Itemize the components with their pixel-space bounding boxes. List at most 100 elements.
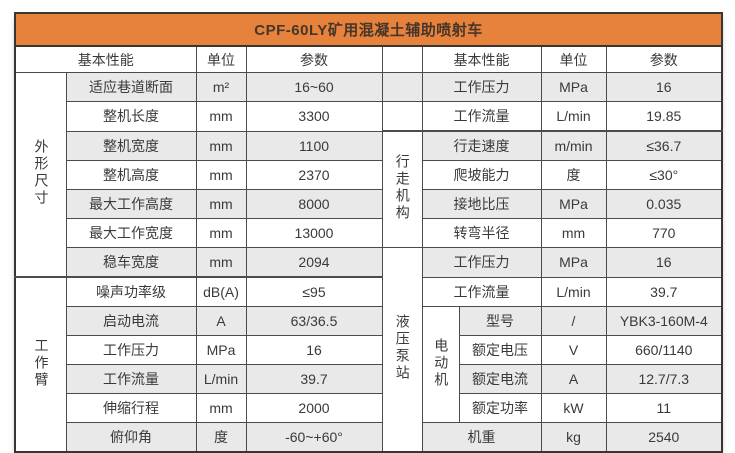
spec-name-cell: 工作流量 bbox=[65, 364, 197, 394]
spec-name-cell: 最大工作高度 bbox=[65, 189, 197, 219]
table-row: CPF-60LY矿用混凝土辅助喷射车 bbox=[13, 12, 724, 47]
spec-value-cell: -60~+60° bbox=[245, 422, 383, 453]
spec-value-cell: ≤30° bbox=[605, 160, 723, 190]
spec-table: CPF-60LY矿用混凝土辅助喷射车 基本性能 单位 参数 基本性能 单位 参数… bbox=[13, 12, 724, 453]
spec-unit-cell: L/min bbox=[540, 101, 607, 132]
group-label-working-arm: 工作臂 bbox=[14, 276, 67, 453]
spec-value-cell: 2370 bbox=[245, 160, 383, 190]
spec-value-cell: ≤95 bbox=[245, 276, 383, 307]
spec-name-cell: 噪声功率级 bbox=[65, 276, 197, 307]
spec-unit-cell: mm bbox=[195, 189, 247, 219]
spec-name-cell: 转弯半径 bbox=[421, 218, 542, 248]
spec-name-cell: 额定功率 bbox=[458, 393, 542, 423]
column-header-name-right: 基本性能 bbox=[421, 45, 542, 73]
spec-name-cell: 适应巷道断面 bbox=[65, 72, 197, 102]
spec-value-cell: 2000 bbox=[245, 393, 383, 423]
spec-name-cell: 额定电压 bbox=[458, 335, 542, 365]
column-header-unit-left: 单位 bbox=[195, 45, 247, 73]
spec-value-cell: ≤36.7 bbox=[605, 130, 723, 161]
spec-value-cell: 2540 bbox=[605, 422, 723, 453]
table-row: 工作流量 L/min 39.7 额定电流 A 12.7/7.3 bbox=[15, 364, 723, 394]
spec-name-cell: 俯仰角 bbox=[65, 422, 197, 453]
spec-name-cell: 工作压力 bbox=[421, 247, 542, 278]
table-row: 俯仰角 度 -60~+60° 机重 kg 2540 bbox=[15, 422, 723, 453]
spec-value-cell: 16 bbox=[605, 72, 723, 102]
spec-name-cell: 行走速度 bbox=[421, 130, 542, 161]
spec-unit-cell: A bbox=[540, 364, 607, 394]
spec-name-cell: 爬坡能力 bbox=[421, 160, 542, 190]
table-row: 最大工作高度 mm 8000 接地比压 MPa 0.035 bbox=[15, 189, 723, 219]
spec-unit-cell: mm bbox=[195, 218, 247, 248]
spec-value-cell: 3300 bbox=[245, 101, 383, 132]
column-header-spacer bbox=[381, 45, 423, 73]
spec-unit-cell: m/min bbox=[540, 130, 607, 161]
spec-value-cell: 2094 bbox=[245, 247, 383, 278]
spec-value-cell: 63/36.5 bbox=[245, 306, 383, 336]
spec-value-cell: 39.7 bbox=[245, 364, 383, 394]
spec-unit-cell: MPa bbox=[540, 72, 607, 102]
spec-value-cell: 660/1140 bbox=[605, 335, 723, 365]
spec-unit-cell: V bbox=[540, 335, 607, 365]
spec-value-cell: 11 bbox=[605, 393, 723, 423]
group-label-electric-motor: 电动机 bbox=[421, 306, 460, 423]
spec-value-cell: 13000 bbox=[245, 218, 383, 248]
spec-value-cell: 16~60 bbox=[245, 72, 383, 102]
spec-unit-cell: mm bbox=[195, 130, 247, 161]
spec-name-cell: 额定电流 bbox=[458, 364, 542, 394]
spec-unit-cell: L/min bbox=[195, 364, 247, 394]
spec-unit-cell: MPa bbox=[195, 335, 247, 365]
spec-value-cell: 1100 bbox=[245, 130, 383, 161]
table-row: 工作压力 MPa 16 额定电压 V 660/1140 bbox=[15, 335, 723, 365]
spec-unit-cell: mm bbox=[195, 247, 247, 278]
spec-name-cell: 整机高度 bbox=[65, 160, 197, 190]
spec-name-cell: 启动电流 bbox=[65, 306, 197, 336]
spec-unit-cell: mm bbox=[195, 101, 247, 132]
table-row: 基本性能 单位 参数 基本性能 单位 参数 bbox=[14, 45, 723, 73]
table-row: 整机长度 mm 3300 工作流量 L/min 19.85 bbox=[15, 101, 723, 132]
spec-unit-cell: A bbox=[195, 306, 247, 336]
group-label-hydraulic-pump-station: 液压泵站 bbox=[381, 247, 423, 453]
table-row: 工作臂 噪声功率级 dB(A) ≤95 工作流量 L/min 39.7 bbox=[14, 276, 723, 453]
spec-value-cell: 16 bbox=[245, 335, 383, 365]
group-spacer-cell bbox=[381, 72, 423, 102]
spec-name-cell: 工作流量 bbox=[421, 276, 542, 307]
spec-unit-cell: m² bbox=[195, 72, 247, 102]
spec-sheet: CPF-60LY矿用混凝土辅助喷射车 基本性能 单位 参数 基本性能 单位 参数… bbox=[13, 12, 724, 453]
spec-name-cell: 工作压力 bbox=[65, 335, 197, 365]
spec-name-cell: 工作流量 bbox=[421, 101, 542, 132]
group-label-dimensions: 外形尺寸 bbox=[14, 72, 67, 278]
column-header-param-left: 参数 bbox=[245, 45, 383, 73]
spec-value-cell: 12.7/7.3 bbox=[605, 364, 723, 394]
page-title: CPF-60LY矿用混凝土辅助喷射车 bbox=[13, 12, 724, 47]
column-header-unit-right: 单位 bbox=[540, 45, 607, 73]
spec-value-cell: YBK3-160M-4 bbox=[605, 306, 723, 336]
column-header-param-right: 参数 bbox=[605, 45, 723, 73]
table-row: 启动电流 A 63/36.5 电动机 型号 / YBK3-160M-4 bbox=[15, 306, 723, 423]
spec-name-cell: 机重 bbox=[421, 422, 542, 453]
spec-unit-cell: MPa bbox=[540, 247, 607, 278]
spec-unit-cell: dB(A) bbox=[195, 276, 247, 307]
spec-name-cell: 接地比压 bbox=[421, 189, 542, 219]
spec-name-cell: 伸缩行程 bbox=[65, 393, 197, 423]
spec-value-cell: 770 bbox=[605, 218, 723, 248]
spec-value-cell: 39.7 bbox=[605, 276, 723, 307]
spec-name-cell: 整机宽度 bbox=[65, 130, 197, 161]
spec-name-cell: 最大工作宽度 bbox=[65, 218, 197, 248]
spec-unit-cell: mm bbox=[195, 393, 247, 423]
spec-name-cell: 型号 bbox=[458, 306, 542, 336]
spec-unit-cell: 度 bbox=[195, 422, 247, 453]
table-row: 伸缩行程 mm 2000 额定功率 kW 11 bbox=[15, 393, 723, 423]
table-row: 整机宽度 mm 1100 行走机构 行走速度 m/min ≤36.7 bbox=[15, 130, 723, 248]
spec-unit-cell: / bbox=[540, 306, 607, 336]
group-label-travel-mechanism: 行走机构 bbox=[381, 130, 423, 248]
column-header-name-left: 基本性能 bbox=[14, 45, 197, 73]
spec-value-cell: 8000 bbox=[245, 189, 383, 219]
table-row: 整机高度 mm 2370 爬坡能力 度 ≤30° bbox=[15, 160, 723, 190]
spec-unit-cell: L/min bbox=[540, 276, 607, 307]
spec-name-cell: 工作压力 bbox=[421, 72, 542, 102]
group-spacer-cell bbox=[381, 101, 423, 132]
spec-unit-cell: mm bbox=[195, 160, 247, 190]
spec-unit-cell: mm bbox=[540, 218, 607, 248]
spec-unit-cell: kg bbox=[540, 422, 607, 453]
table-row: 最大工作宽度 mm 13000 转弯半径 mm 770 bbox=[15, 218, 723, 248]
